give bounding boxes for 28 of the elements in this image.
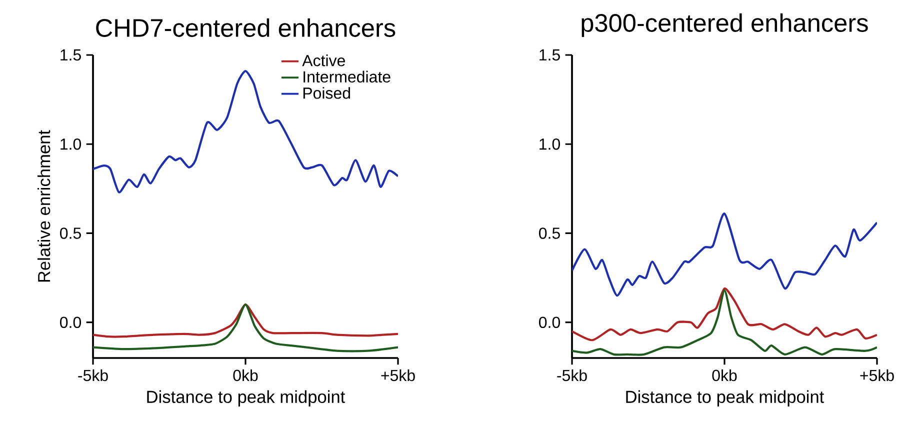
y-tick-label: 0.0 <box>60 316 82 328</box>
legend-label: Intermediate <box>304 70 390 83</box>
line-series <box>572 289 877 356</box>
y-tick-label: 0.5 <box>539 228 560 239</box>
x-tick-label: +5kb <box>860 369 894 382</box>
x-tick-label: 0kb <box>712 369 737 382</box>
y-tick-label: 1.5 <box>540 49 560 61</box>
line-series <box>93 303 398 338</box>
x-tick-label: 0kb <box>233 369 258 382</box>
chart-title: p300-centered enhancers <box>582 13 868 37</box>
line-series <box>93 303 398 352</box>
y-tick-label: 1.5 <box>60 49 81 61</box>
chart-title: CHD7-centered enhancers <box>96 18 396 37</box>
y-tick-label: 1.0 <box>540 138 560 150</box>
y-tick-label: 0.5 <box>60 228 81 239</box>
x-axis-title: Distance to peak midpoint <box>147 390 346 406</box>
line-series <box>572 287 877 342</box>
legend-label: Active <box>302 54 345 66</box>
x-tick-label: +5kb <box>381 369 415 382</box>
line-series <box>93 70 398 194</box>
y-tick-label: 0.0 <box>539 316 560 328</box>
y-axis-title: Relative enrichment <box>37 130 50 282</box>
legend-label: Poised <box>303 87 350 99</box>
y-tick-label: 1.0 <box>60 138 82 150</box>
x-axis-title: Distance to peak midpoint <box>626 390 824 406</box>
x-tick-label: -5kb <box>78 369 108 382</box>
x-tick-label: -5kb <box>557 369 587 382</box>
line-series <box>572 212 877 297</box>
